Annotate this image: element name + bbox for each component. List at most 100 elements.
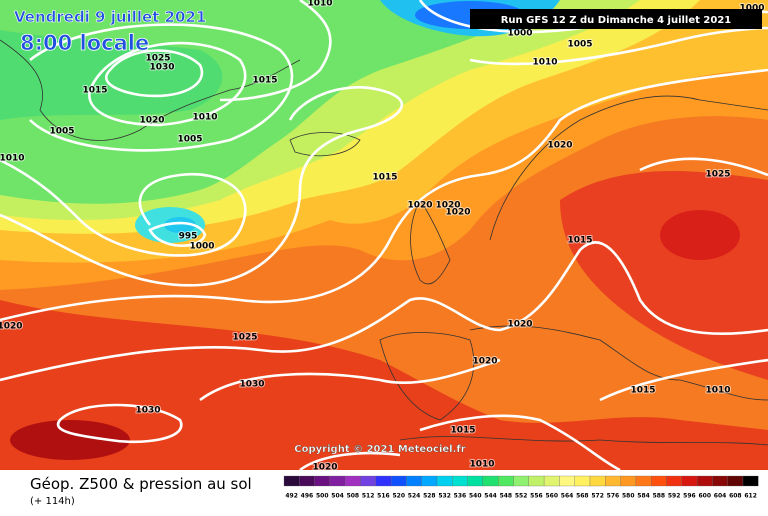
isobar-label: 1015 [567, 236, 592, 246]
legend-label: 564 [561, 493, 574, 500]
isobar-label: 1015 [252, 76, 277, 86]
legend-swatch [574, 475, 591, 487]
isobar-label: 1020 [445, 208, 470, 218]
isobar-label: 1020 [407, 201, 432, 211]
isobar-label: 1020 [507, 320, 532, 330]
legend-swatch [742, 475, 759, 487]
legend-label: 576 [607, 493, 620, 500]
legend-label: 580 [622, 493, 635, 500]
legend-label: 532 [438, 493, 451, 500]
legend-swatch [589, 475, 606, 487]
footer-title: Géop. Z500 & pression au sol [30, 475, 252, 493]
run-info: Run GFS 12 Z du Dimanche 4 juillet 2021 [501, 15, 732, 26]
isobar-labels: 1010 100010251030101510151000100510101020… [0, 0, 766, 474]
legend-label: 536 [454, 493, 467, 500]
legend-swatch [467, 475, 484, 487]
legend-swatch [498, 475, 514, 487]
legend-swatch [605, 475, 621, 487]
legend-label: 492 [285, 493, 298, 500]
isobar-label: 1020 [547, 141, 572, 151]
legend-label: 596 [683, 493, 696, 500]
isobar-label: 1000 [507, 29, 532, 39]
legend-swatch [513, 475, 529, 487]
isobar-label: 1010 [705, 386, 730, 396]
footer-lead: (+ 114h) [30, 496, 75, 507]
legend-swatch [651, 475, 667, 487]
legend-swatch [436, 475, 453, 487]
legend-label: 560 [545, 493, 558, 500]
legend-label: 500 [316, 493, 329, 500]
legend-swatch [360, 475, 376, 487]
isobar-label: 1025 [145, 54, 170, 64]
legend-label: 508 [347, 493, 360, 500]
legend-swatch [727, 475, 744, 487]
legend-swatch [375, 475, 392, 487]
isobar-label: 1020 [435, 201, 460, 211]
isobar-label: 1010 [0, 154, 25, 164]
legend-label: 544 [484, 493, 497, 500]
isobar-label: 1030 [149, 63, 174, 73]
isobar-label: 1010 [532, 58, 557, 68]
isobar-label: 1000 [189, 242, 214, 252]
legend-label: 612 [744, 493, 757, 500]
legend-label: 512 [362, 493, 375, 500]
legend-label: 584 [637, 493, 650, 500]
legend-swatch [482, 475, 499, 487]
isobar-label: 1010 [192, 113, 217, 123]
run-box [470, 9, 762, 29]
legend-swatch [406, 475, 422, 487]
legend-swatch [681, 475, 698, 487]
isobar-label: 1025 [705, 170, 730, 180]
map-field [0, 0, 768, 470]
legend-swatch [635, 475, 652, 487]
forecast-date: Vendredi 9 juillet 2021 [14, 8, 206, 26]
legend-label: 588 [653, 493, 666, 500]
isobar-label: 1005 [177, 135, 202, 145]
legend-label: 572 [591, 493, 604, 500]
legend-swatch [283, 475, 300, 487]
isobar-label: 1030 [135, 406, 160, 416]
legend-swatch [696, 475, 713, 487]
legend-swatch [452, 475, 468, 487]
coastlines [0, 39, 768, 446]
legend-swatch [299, 475, 315, 487]
legend-swatch [421, 475, 438, 487]
copyright: Copyright © 2021 Meteociel.fr [294, 444, 465, 455]
legend-swatch [559, 475, 575, 487]
legend-swatch [666, 475, 682, 487]
legend-label: 600 [698, 493, 711, 500]
isobar-label: 1020 [139, 116, 164, 126]
isobar-label: 1020 [0, 322, 23, 332]
isobar-label: 1025 [232, 333, 257, 343]
legend-label: 540 [469, 493, 482, 500]
legend-swatch [528, 475, 545, 487]
legend-label: 520 [392, 493, 405, 500]
isobar-label: 1030 [239, 380, 264, 390]
legend-label: 604 [714, 493, 727, 500]
legend: 492 496 500 504 508 512 516 520 524 528 532 536 540 5… [283, 475, 759, 500]
forecast-time: 8:00 locale [20, 31, 149, 55]
isobar-label: 1015 [372, 173, 397, 183]
legend-label: 496 [301, 493, 314, 500]
isobar-label: 995 [179, 232, 198, 242]
isobar-label: 1015 [450, 426, 475, 436]
legend-swatch [543, 475, 560, 487]
isobar-label: 1020 [472, 357, 497, 367]
legend-label: 504 [331, 493, 344, 500]
legend-swatch [712, 475, 728, 487]
legend-swatch [620, 475, 637, 487]
legend-swatch [314, 475, 331, 487]
isobar-label: 1010 [469, 460, 494, 470]
legend-swatch [345, 475, 361, 487]
isobar-label: 1015 [630, 386, 655, 396]
legend-label: 568 [576, 493, 589, 500]
legend-label: 516 [377, 493, 390, 500]
legend-label: 528 [423, 493, 436, 500]
legend-label: 556 [530, 493, 543, 500]
legend-label: 608 [729, 493, 742, 500]
legend-label: 524 [408, 493, 421, 500]
legend-swatch [329, 475, 346, 487]
legend-label: 592 [668, 493, 681, 500]
legend-label: 552 [515, 493, 528, 500]
